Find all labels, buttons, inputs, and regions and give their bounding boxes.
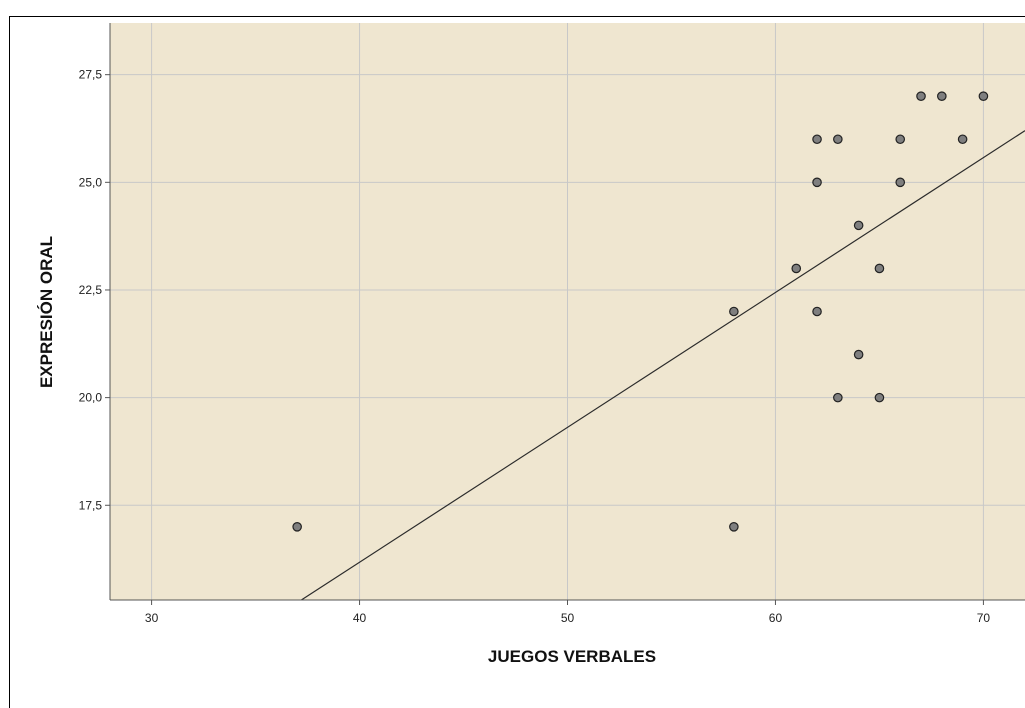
data-point: [895, 177, 906, 188]
y-tick-label: 27,5: [79, 68, 103, 82]
data-point: [729, 521, 739, 532]
data-point: [874, 263, 885, 274]
data-point: [833, 134, 843, 145]
y-tick-label: 22,5: [79, 283, 103, 297]
fit-line: [300, 130, 1025, 601]
data-points: [292, 91, 989, 532]
x-tick-labels: 30 40 50 60 70: [145, 611, 990, 625]
data-point: [853, 349, 864, 360]
y-tick-label: 25,0: [79, 175, 103, 189]
gridlines: [110, 23, 1025, 600]
data-point: [895, 134, 906, 145]
data-point: [937, 91, 947, 102]
data-point: [853, 220, 864, 231]
data-point: [957, 134, 968, 145]
x-tick-label: 30: [145, 611, 159, 625]
y-tick-label: 17,5: [79, 498, 103, 512]
fit-line-group: [300, 130, 1025, 601]
x-tick-label: 70: [977, 611, 991, 625]
y-tick-label: 20,0: [79, 391, 103, 405]
data-point: [874, 392, 885, 403]
data-point: [833, 392, 843, 403]
data-point: [812, 134, 822, 145]
axes: [105, 23, 1025, 605]
x-axis-title: JUEGOS VERBALES: [488, 647, 656, 666]
data-point: [812, 306, 822, 317]
data-point: [729, 306, 739, 317]
y-axis-title: EXPRESIÓN ORAL: [37, 236, 56, 388]
x-tick-label: 60: [769, 611, 783, 625]
data-point: [292, 521, 302, 532]
data-point: [791, 263, 802, 274]
data-point: [916, 91, 926, 102]
data-point: [812, 177, 822, 188]
x-tick-label: 50: [561, 611, 575, 625]
y-tick-labels: 17,5 20,0 22,5 25,0 27,5: [79, 68, 103, 513]
data-point: [978, 91, 989, 102]
x-tick-label: 40: [353, 611, 367, 625]
